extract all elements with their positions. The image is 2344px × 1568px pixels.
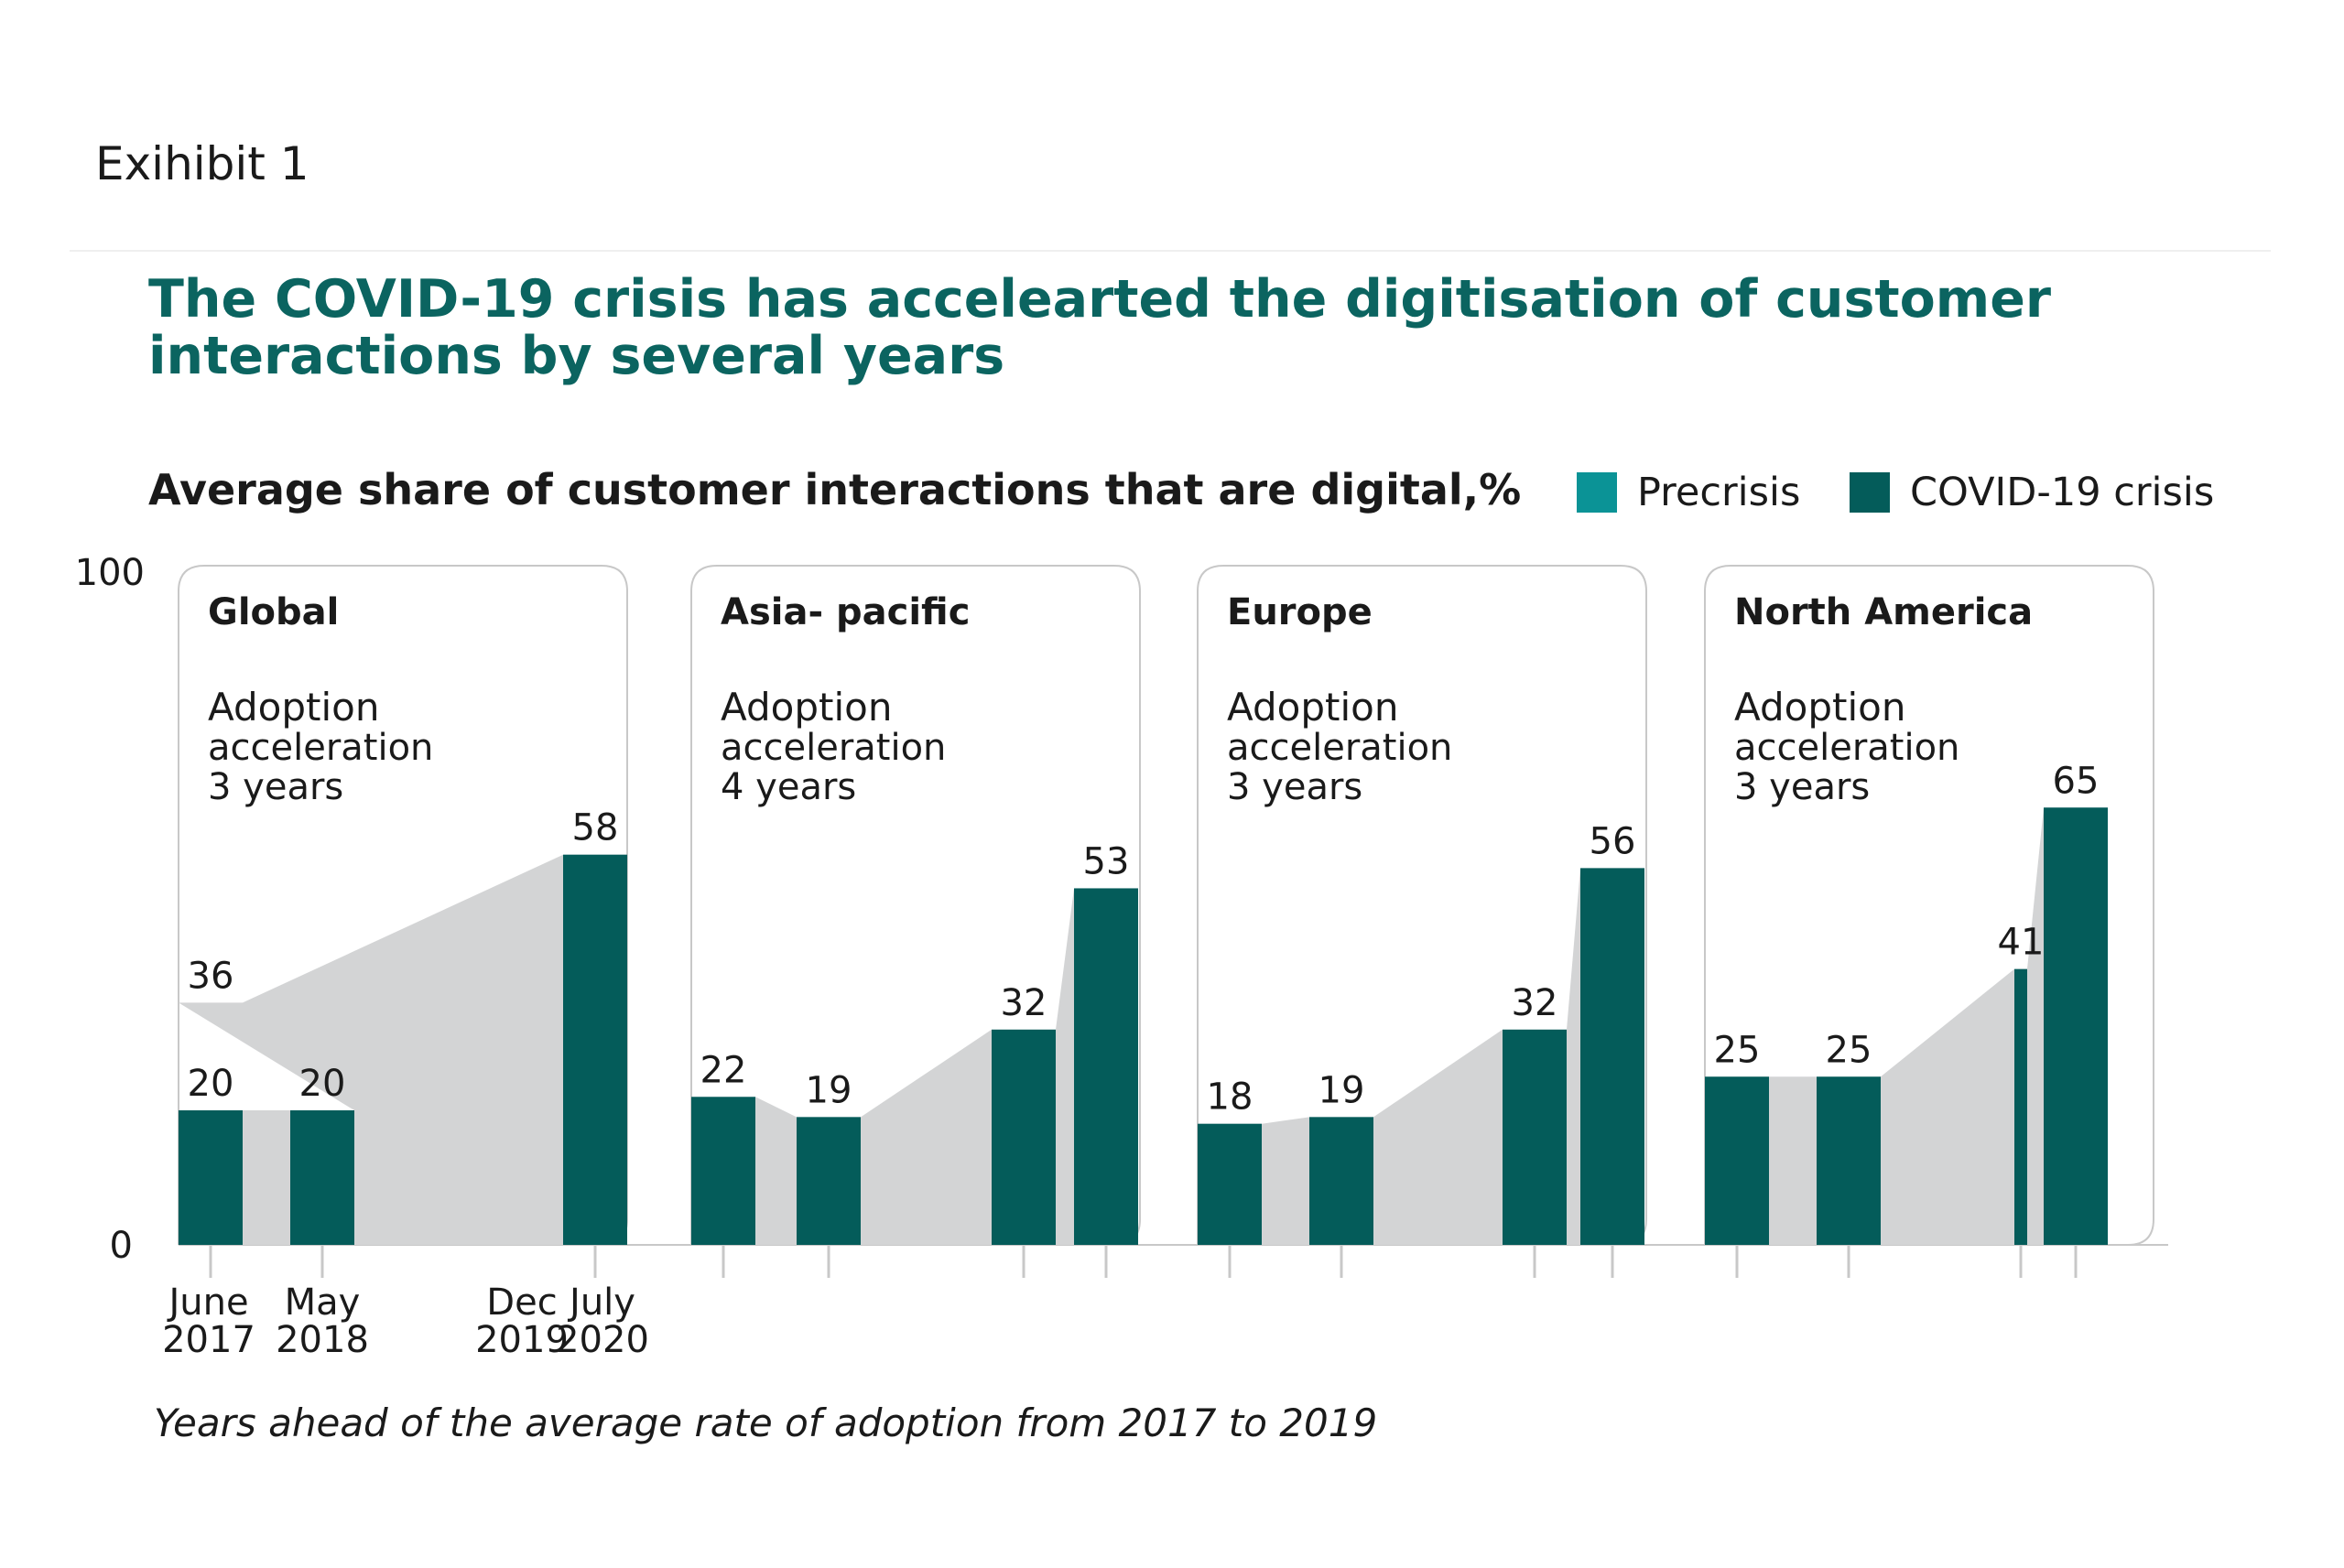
- value-label-asia-pacific-4: 53: [1083, 840, 1130, 882]
- acceleration-value-europe: 3 years: [1227, 766, 1362, 808]
- area-asia-pacific: [691, 888, 1138, 1245]
- area-europe: [1198, 868, 1644, 1245]
- value-label-europe-3: 32: [1512, 982, 1558, 1024]
- acceleration-sublabel-europe: acceleration: [1227, 727, 1452, 769]
- acceleration-value-north-america: 3 years: [1734, 766, 1870, 808]
- panel-title-europe: Europe: [1227, 591, 1373, 633]
- bar-global-1: [179, 1110, 243, 1245]
- value-label-global-2: 20: [299, 1063, 346, 1105]
- divider: [70, 250, 2271, 252]
- chart-subtitle: Average share of customer interactions t…: [148, 465, 1522, 514]
- bar-north-america-3: [2014, 968, 2027, 1245]
- legend-label-covid: COVID-19 crisis: [1910, 470, 2215, 515]
- x-tick-label-year-1: 2017: [162, 1319, 255, 1361]
- value-label-asia-pacific-1: 22: [700, 1049, 747, 1091]
- x-tick-label-month-2: May: [285, 1281, 361, 1324]
- value-label-europe-1: 18: [1207, 1076, 1253, 1119]
- x-tick-label-month-1: June: [166, 1281, 248, 1324]
- value-label-asia-pacific-3: 32: [1001, 982, 1047, 1024]
- bar-europe-1: [1198, 1123, 1262, 1245]
- acceleration-label-europe: Adoption: [1227, 685, 1398, 730]
- bar-global-2: [290, 1110, 354, 1245]
- acceleration-sublabel-north-america: acceleration: [1734, 727, 1959, 769]
- bar-europe-2: [1309, 1117, 1373, 1245]
- value-label-global-4: 58: [572, 807, 619, 849]
- value-label-north-america-2: 25: [1826, 1029, 1872, 1071]
- bar-asia-pacific-4: [1074, 888, 1138, 1245]
- value-label-global-3: 36: [188, 955, 234, 997]
- x-tick-label-month-3: Dec: [486, 1281, 557, 1324]
- value-label-europe-2: 19: [1318, 1069, 1365, 1111]
- x-tick-label-month-4: July: [567, 1281, 635, 1324]
- bar-north-america-2: [1817, 1076, 1881, 1245]
- bar-asia-pacific-1: [691, 1097, 755, 1245]
- bar-north-america-4: [2044, 807, 2108, 1245]
- bar-europe-4: [1580, 868, 1644, 1245]
- bar-north-america-1: [1705, 1076, 1769, 1245]
- x-tick-label-year-2: 2018: [276, 1319, 369, 1361]
- panel-title-north-america: North America: [1734, 591, 2033, 633]
- value-label-global-1: 20: [188, 1063, 234, 1105]
- value-label-europe-4: 56: [1590, 820, 1636, 862]
- value-label-north-america-4: 65: [2053, 760, 2100, 802]
- legend-swatch-covid: [1850, 472, 1890, 513]
- acceleration-label-north-america: Adoption: [1734, 685, 1905, 730]
- acceleration-label-global: Adoption: [208, 685, 379, 730]
- acceleration-sublabel-global: acceleration: [208, 727, 433, 769]
- bar-global-4: [563, 854, 627, 1245]
- acceleration-value-global: 3 years: [208, 766, 343, 808]
- bar-asia-pacific-3: [992, 1029, 1056, 1245]
- value-label-north-america-3: 41: [1998, 922, 2045, 964]
- area-north-america: [1705, 807, 2108, 1245]
- legend-swatch-precrisis: [1577, 472, 1617, 513]
- x-tick-label-year-4: 2020: [556, 1319, 649, 1361]
- exhibit-label: Exihibit 1: [95, 137, 309, 190]
- area-global: [179, 854, 627, 1245]
- chart-title: The COVID-19 crisis has accelearted the …: [148, 269, 2051, 386]
- value-label-north-america-1: 25: [1714, 1029, 1761, 1071]
- value-label-asia-pacific-2: 19: [806, 1069, 852, 1111]
- x-tick-label-year-3: 2019: [475, 1319, 569, 1361]
- panel-title-asia-pacific: Asia- pacific: [721, 591, 970, 633]
- legend-item-precrisis: Precrisis: [1577, 470, 1800, 515]
- legend-item-covid: COVID-19 crisis: [1850, 470, 2214, 515]
- acceleration-value-asia-pacific: 4 years: [721, 766, 856, 808]
- bar-europe-3: [1503, 1029, 1567, 1245]
- acceleration-sublabel-asia-pacific: acceleration: [721, 727, 946, 769]
- y-tick-label-0: 0: [110, 1225, 133, 1267]
- chart-footnote: Years ahead of the average rate of adopt…: [154, 1400, 1378, 1445]
- acceleration-label-asia-pacific: Adoption: [721, 685, 892, 730]
- panel-frame-north-america: [1704, 565, 2154, 1246]
- y-tick-label-100: 100: [75, 552, 145, 594]
- panel-title-global: Global: [208, 591, 339, 633]
- legend-label-precrisis: Precrisis: [1637, 470, 1801, 515]
- bar-asia-pacific-2: [797, 1117, 861, 1245]
